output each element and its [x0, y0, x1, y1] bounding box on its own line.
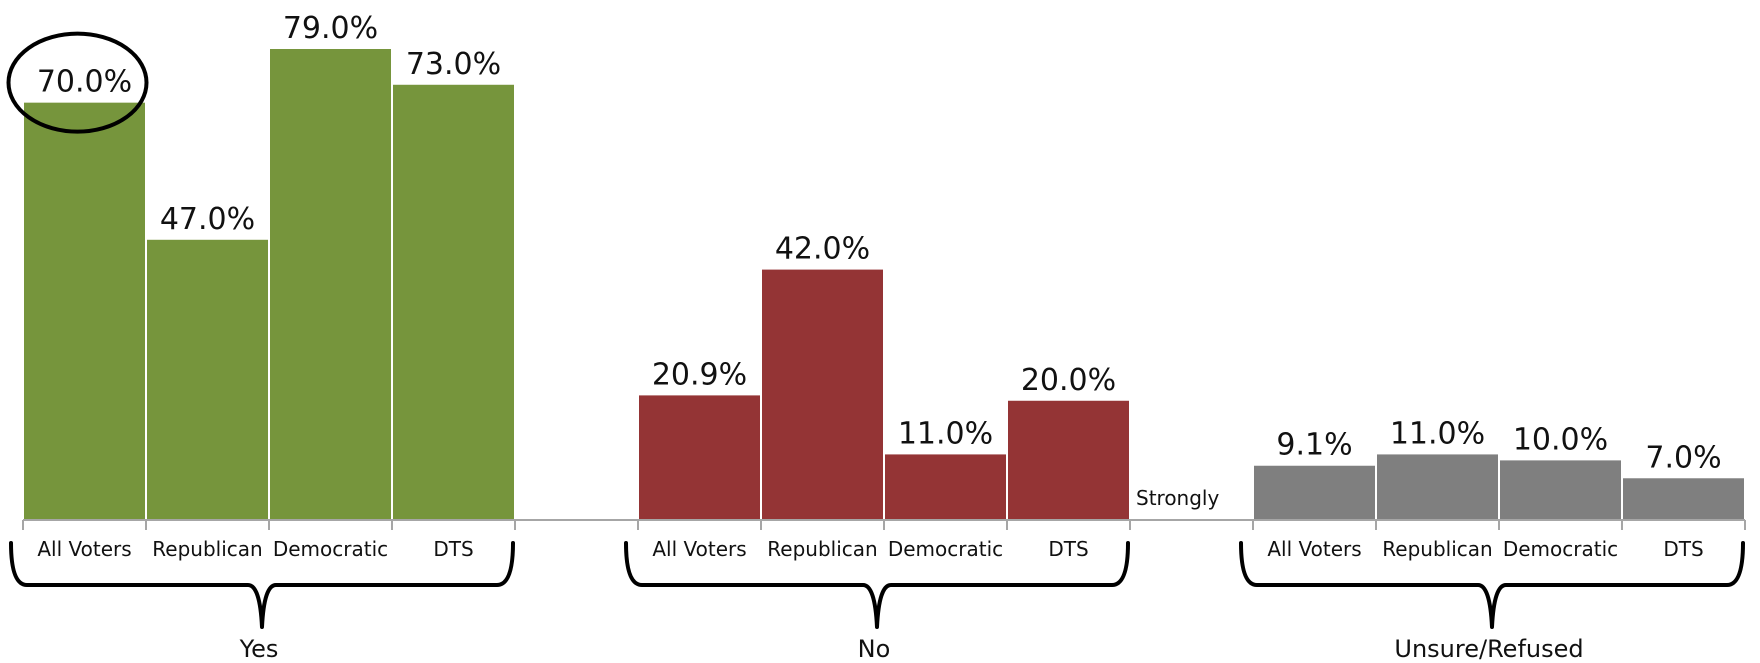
bracket-yes — [9, 541, 515, 629]
category-label-no-dts: DTS — [1048, 537, 1088, 561]
group-labels-layer: Yes No Unsure/Refused — [239, 635, 1584, 663]
category-label-unsure-refused-dts: DTS — [1663, 537, 1703, 561]
value-label-unsure-refused-dts: 7.0% — [1645, 440, 1721, 475]
bracket-unsure-refused — [1239, 541, 1745, 629]
value-label-yes-democratic: 79.0% — [283, 11, 378, 46]
category-label-unsure-refused-republican: Republican — [1382, 537, 1492, 561]
bar-unsure-refused-republican — [1377, 454, 1498, 520]
value-label-no-republican: 42.0% — [775, 232, 870, 267]
value-label-no-democratic: 11.0% — [898, 416, 993, 451]
value-label-unsure-refused-republican: 11.0% — [1390, 416, 1485, 451]
group-brackets-layer — [9, 541, 1745, 629]
bar-unsure-refused-all-voters — [1254, 465, 1375, 520]
value-label-no-dts: 20.0% — [1021, 363, 1116, 398]
category-label-no-all-voters: All Voters — [652, 537, 746, 561]
category-label-unsure-refused-democratic: Democratic — [1503, 537, 1618, 561]
value-labels-layer: 70.0% 47.0% 79.0% 73.0% 20.9% 42.0% 11.0% 20.0%… — [37, 11, 1722, 475]
bar-unsure-refused-democratic — [1500, 460, 1621, 520]
category-labels-layer: All Voters Republican Democratic DTS All Vot… — [37, 537, 1703, 561]
value-label-yes-all-voters: 70.0% — [37, 65, 132, 100]
bar-no-all-voters — [639, 395, 760, 520]
highlight-ellipse — [6, 31, 149, 134]
value-label-no-all-voters: 20.9% — [652, 357, 747, 392]
bar-yes-dts — [393, 84, 514, 520]
bracket-no — [624, 541, 1130, 629]
group-label-unsure-refused: Unsure/Refused — [1394, 635, 1583, 663]
bar-yes-all-voters — [24, 102, 145, 520]
bar-yes-democratic — [270, 49, 391, 520]
category-label-no-democratic: Democratic — [888, 537, 1003, 561]
category-label-unsure-refused-all-voters: All Voters — [1267, 537, 1361, 561]
value-label-yes-dts: 73.0% — [406, 47, 501, 82]
bars-layer — [24, 49, 1744, 521]
category-label-yes-democratic: Democratic — [273, 537, 388, 561]
bar-unsure-refused-dts — [1623, 478, 1744, 520]
value-label-yes-republican: 47.0% — [160, 202, 255, 237]
category-label-yes-dts: DTS — [433, 537, 473, 561]
bar-yes-republican — [147, 239, 268, 521]
bar-no-dts — [1008, 400, 1129, 520]
category-label-yes-all-voters: All Voters — [37, 537, 131, 561]
category-label-no-republican: Republican — [767, 537, 877, 561]
category-label-yes-republican: Republican — [152, 537, 262, 561]
bar-no-democratic — [885, 454, 1006, 520]
group-label-yes: Yes — [239, 635, 279, 663]
bar-no-republican — [762, 269, 883, 520]
value-label-unsure-refused-all-voters: 9.1% — [1276, 428, 1352, 463]
value-label-unsure-refused-democratic: 10.0% — [1513, 422, 1608, 457]
x-axis-ticks — [22, 520, 1746, 530]
group-label-no: No — [858, 635, 891, 663]
annotation-strongly-label: Strongly — [1136, 486, 1219, 510]
